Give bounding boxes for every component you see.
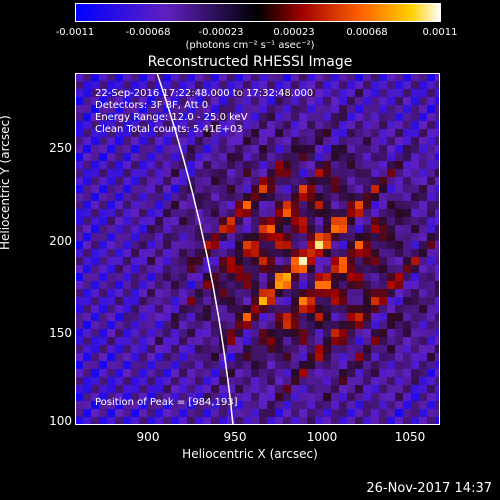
peak-position-text: Position of Peak = [984,193] xyxy=(95,397,238,408)
x-tick-label: 1050 xyxy=(394,430,426,444)
y-tick-label: 100 xyxy=(49,414,72,428)
colorbar xyxy=(75,3,441,22)
x-tick-label: 1000 xyxy=(306,430,338,444)
colorbar-tick: -0.00023 xyxy=(198,27,244,38)
y-axis-label: Heliocentric Y (arcsec) xyxy=(0,115,12,250)
colorbar-tick: -0.00068 xyxy=(125,27,171,38)
colorbar-tick: 0.0011 xyxy=(422,27,458,38)
colorbar-units: (photons cm⁻² s⁻¹ asec⁻²) xyxy=(185,40,315,51)
colorbar-tick: -0.0011 xyxy=(55,27,95,38)
y-tick-label: 200 xyxy=(49,234,72,248)
clean-counts-text: Clean Total counts: 5.41E+03 xyxy=(95,124,243,135)
time-range-text: 22-Sep-2016 17:22:48.000 to 17:32:48.000 xyxy=(95,88,314,99)
solar-limb-curve xyxy=(156,73,234,425)
x-tick-label: 900 xyxy=(136,430,160,444)
colorbar-tick: 0.00068 xyxy=(346,27,388,38)
x-tick-label: 950 xyxy=(223,430,247,444)
y-tick-label: 250 xyxy=(49,141,72,155)
plot-frame xyxy=(75,73,440,425)
timestamp: 26-Nov-2017 14:37 xyxy=(366,481,492,496)
x-axis-label: Heliocentric X (arcsec) xyxy=(182,447,318,461)
detectors-text: Detectors: 3F 8F, Att 0 xyxy=(95,100,209,111)
colorbar-tick: 0.00023 xyxy=(273,27,315,38)
solar-image-map xyxy=(75,73,440,425)
y-tick-label: 150 xyxy=(49,326,72,340)
image-title: Reconstructed RHESSI Image xyxy=(147,54,353,70)
energy-range-text: Energy Range: 12.0 - 25.0 keV xyxy=(95,112,248,123)
